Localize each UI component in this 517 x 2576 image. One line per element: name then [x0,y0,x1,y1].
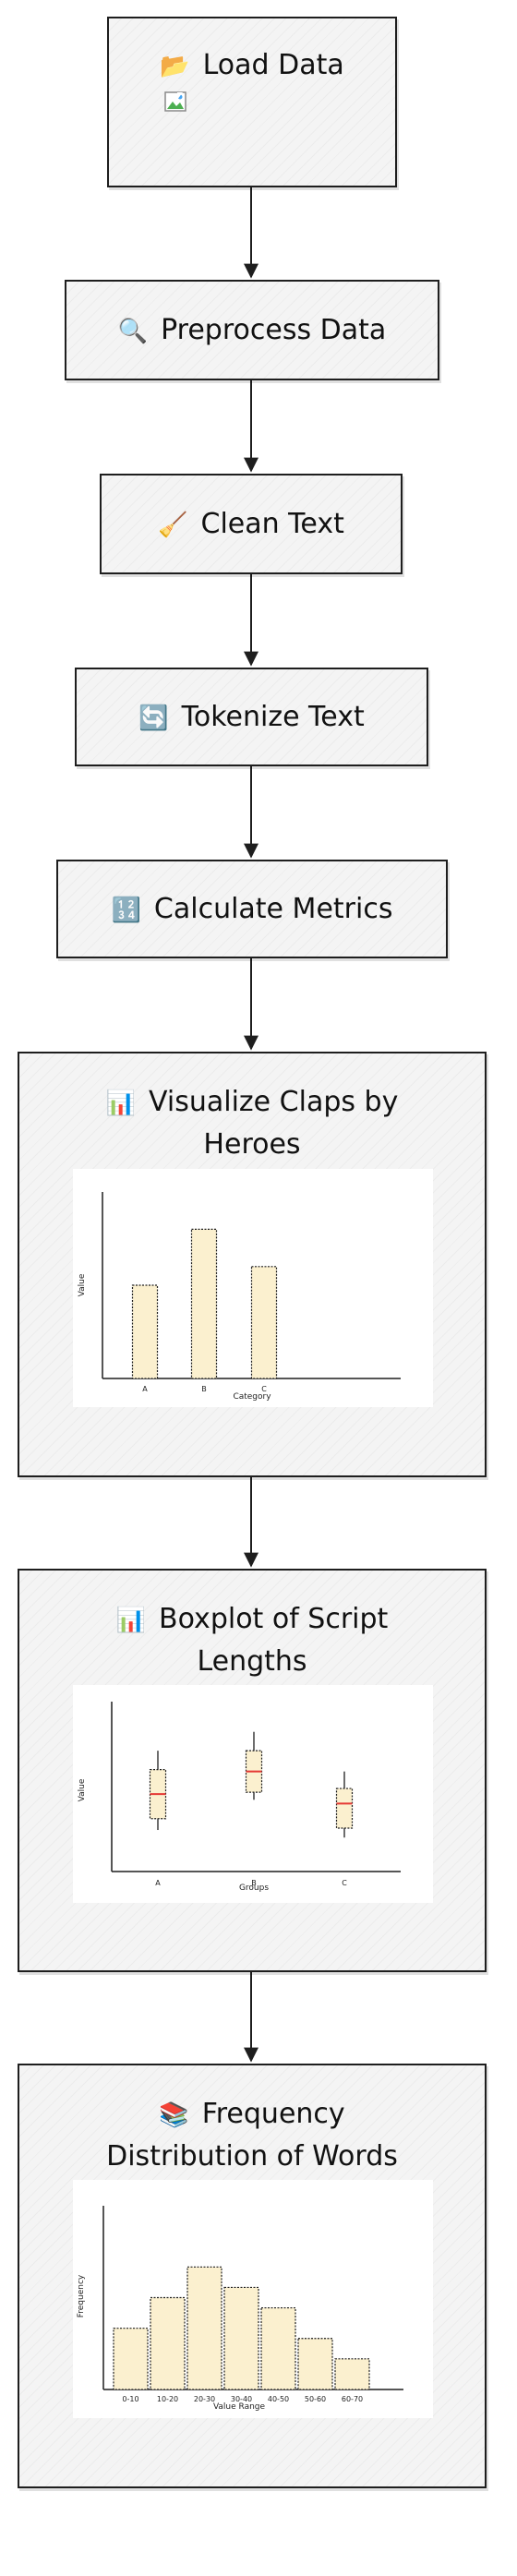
step-tokenize-label: Tokenize Text [181,701,365,733]
step-clean-label: Clean Text [200,508,344,540]
step-boxplot-lengths: 📊 Boxplot of Script Lengths A B C Value Group… [18,1569,487,1972]
bar-30-40 [223,2286,259,2390]
tick-label-10-20: 10-20 [157,2395,178,2403]
step-load-data: 📂 Load Data [107,17,397,187]
tick-label-0-10: 0-10 [122,2395,138,2403]
tick-label-B: B [201,1385,207,1393]
step-calculate-metrics: 🔢 Calculate Metrics [56,860,448,958]
step-preprocess-data: 🔍 Preprocess Data [65,280,439,380]
frequency-chart: 0-10 10-20 20-30 30-40 40-50 50-60 60-70 Freque… [73,2180,433,2418]
refresh-icon: 🔄 [138,704,169,732]
bar-0-10 [113,2328,149,2390]
box-C [335,1788,354,1829]
bar-A [131,1284,159,1379]
folder-icon: 📂 [160,52,190,80]
bar-10-20 [150,2296,186,2390]
bar-C [250,1266,278,1379]
step-frequency-label-line2: Distribution of Words [106,2140,398,2173]
step-tokenize-text: 🔄 Tokenize Text [75,668,428,766]
tick-label-60-70: 60-70 [342,2395,363,2403]
bar-20-30 [186,2266,222,2390]
step-claps-label-line1: Visualize Claps by [149,1086,399,1118]
tick-label-40-50: 40-50 [268,2395,289,2403]
magnifier-icon: 🔍 [117,317,149,345]
step-claps-label-line2: Heroes [203,1128,301,1161]
x-axis-label: Category [233,1392,271,1402]
x-axis-label: Value Range [213,2402,266,2412]
step-load-label: Load Data [202,49,344,81]
tick-label-B: B [251,1879,257,1887]
tick-label-A: A [142,1385,148,1393]
tick-label-30-40: 30-40 [231,2395,252,2403]
step-clean-text: 🧹 Clean Text [100,474,403,574]
numbers-icon: 🔢 [111,896,141,924]
y-axis-label: Value [78,1778,87,1801]
books-icon: 📚 [159,2101,189,2129]
step-preprocess-label: Preprocess Data [161,314,387,346]
step-metrics-label: Calculate Metrics [153,893,393,925]
broken-image-icon [164,91,186,112]
step-frequency-label-line1: Frequency [201,2098,345,2130]
step-visualize-claps: 📊 Visualize Claps by Heroes A B C Value Categ… [18,1052,487,1477]
bar-chart-icon: 📊 [115,1606,147,1634]
step-boxplot-label-line2: Lengths [197,1645,307,1678]
tick-label-A: A [155,1879,161,1887]
bar-60-70 [334,2358,370,2390]
bar-40-50 [260,2306,296,2390]
tick-label-20-30: 20-30 [194,2395,215,2403]
step-boxplot-label-line1: Boxplot of Script [159,1603,389,1635]
y-axis-label: Value [78,1273,87,1296]
bar-chart-icon: 📊 [105,1089,137,1117]
tick-label-50-60: 50-60 [305,2395,326,2403]
bar-B [190,1228,218,1379]
y-axis-label: Frequency [77,2274,86,2317]
bar-50-60 [297,2338,333,2390]
boxplot-chart: A B C Value Groups [73,1685,433,1903]
step-frequency-distribution: 📚 Frequency Distribution of Words 0-10 10-… [18,2064,487,2488]
claps-chart: A B C Value Category [73,1169,433,1407]
x-axis-label: Groups [239,1884,269,1893]
tick-label-C: C [261,1385,267,1393]
tick-label-C: C [342,1879,347,1887]
broom-icon: 🧹 [158,511,188,539]
